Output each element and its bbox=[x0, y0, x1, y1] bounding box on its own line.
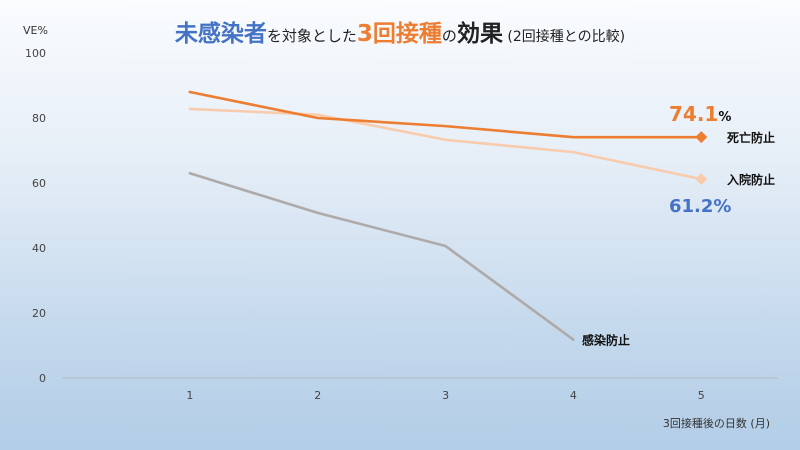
series-line bbox=[188, 90, 703, 139]
series-label-infection: 感染防止 bbox=[582, 333, 630, 348]
x-axis-label: 3回接種後の日数 (月) bbox=[662, 417, 770, 430]
end-marker bbox=[695, 173, 708, 186]
x-tick-label: 1 bbox=[186, 389, 193, 402]
title-part-3: 3回接種 bbox=[356, 21, 442, 47]
y-tick-label: 100 bbox=[25, 47, 46, 60]
title-part-2: を対象とした bbox=[266, 27, 357, 45]
y-tick-label: 0 bbox=[39, 372, 46, 385]
y-tick-label: 60 bbox=[32, 177, 46, 190]
series-label-death: 死亡防止 bbox=[727, 130, 775, 145]
title-part-4: の bbox=[441, 27, 457, 45]
title-part-6: (2回接種との比較) bbox=[502, 29, 626, 45]
series-line bbox=[188, 171, 575, 341]
y-axis-label: VE% bbox=[23, 24, 48, 37]
x-tick-label: 4 bbox=[570, 389, 577, 402]
x-tick-label: 2 bbox=[314, 389, 321, 402]
end-marker bbox=[695, 131, 708, 144]
y-tick-label: 20 bbox=[32, 307, 46, 320]
series-line bbox=[188, 107, 703, 181]
title-part-1: 未感染者 bbox=[174, 21, 267, 47]
title-part-5: 効果 bbox=[456, 21, 503, 47]
x-tick-label: 5 bbox=[698, 389, 705, 402]
x-tick-label: 3 bbox=[442, 389, 449, 402]
value-label-death: 74.1% bbox=[669, 102, 731, 126]
y-tick-label: 40 bbox=[32, 242, 46, 255]
chart-title: 未感染者を対象とした3回接種の効果 (2回接種との比較) bbox=[0, 14, 800, 48]
series-label-hospital: 入院防止 bbox=[727, 172, 775, 187]
value-label-hospital: 61.2% bbox=[669, 196, 731, 217]
y-tick-label: 80 bbox=[32, 112, 46, 125]
